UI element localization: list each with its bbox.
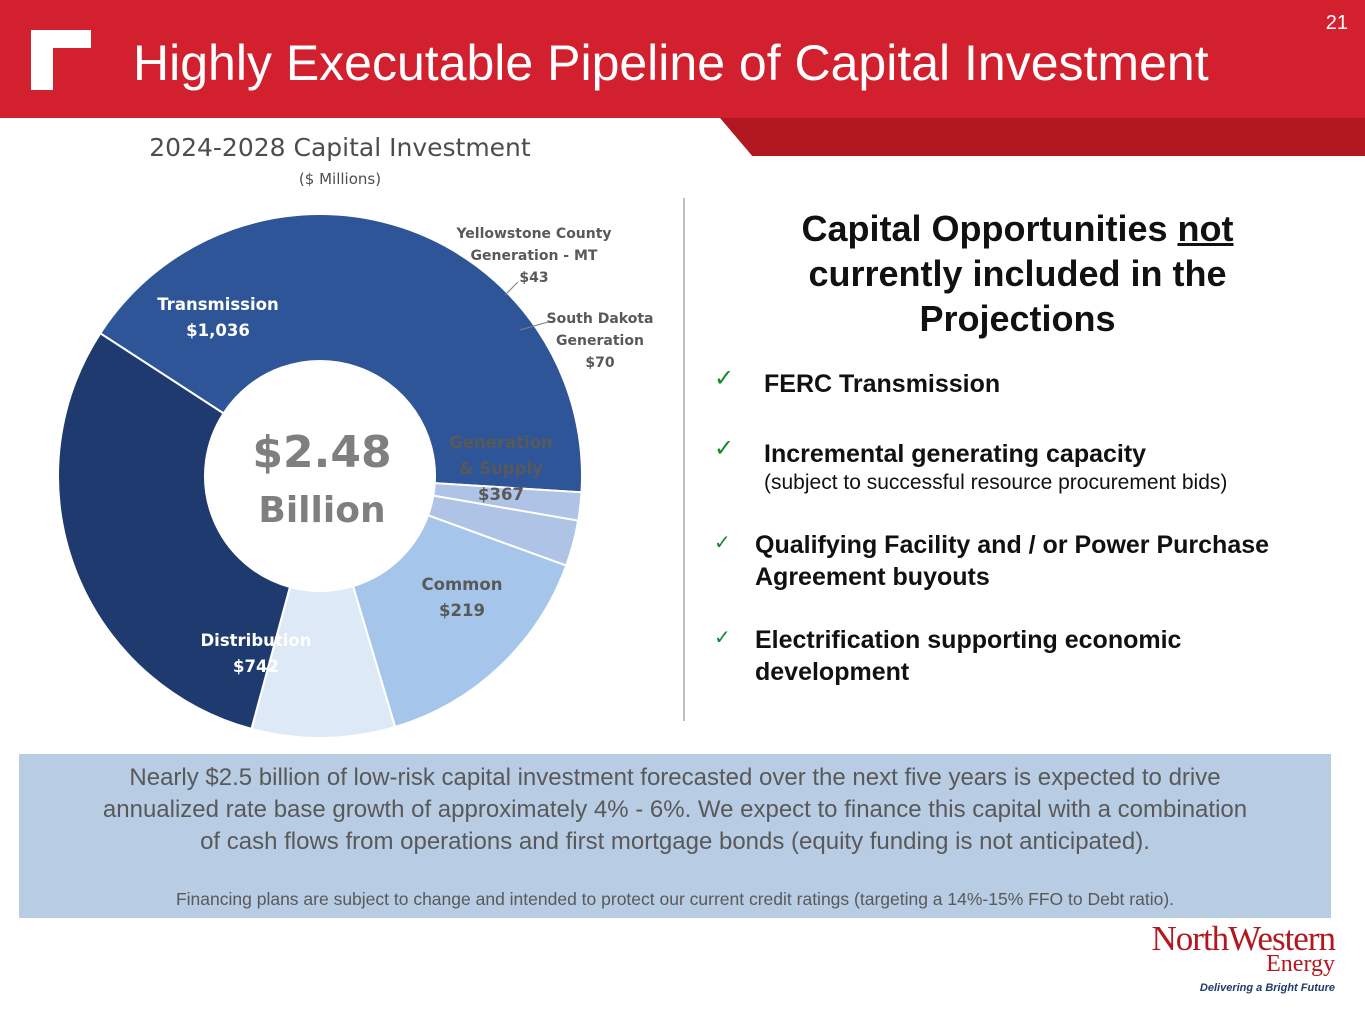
opportunity-item: Qualifying Facility and / or Power Purch… bbox=[755, 531, 1270, 591]
page-number: 21 bbox=[1325, 12, 1348, 34]
summary-text: Nearly $2.5 billion of low-risk capital … bbox=[102, 764, 1248, 855]
leader-line bbox=[519, 321, 549, 331]
checkmark-icon: ✓ bbox=[714, 530, 731, 554]
data-label: South Dakota Generation $70 bbox=[547, 311, 654, 371]
brand-logo: NorthWestern Energy Delivering a Bright … bbox=[1151, 919, 1336, 995]
chart-title: 2024-2028 Capital Investment bbox=[149, 133, 531, 162]
opportunity-item: Electrification supporting economic deve… bbox=[755, 626, 1182, 686]
corner-logo-icon bbox=[31, 30, 91, 90]
checkmark-icon: ✓ bbox=[714, 434, 735, 462]
data-label: Yellowstone County Generation - MT $43 bbox=[455, 226, 611, 286]
opportunity-item: Incremental generating capacity bbox=[764, 440, 1147, 468]
slice-generation-supply bbox=[351, 514, 568, 729]
opportunity-note: (subject to successful resource procurem… bbox=[764, 471, 1228, 494]
data-label: Generation & Supply $367 bbox=[449, 433, 553, 504]
opportunities-title: Capital Opportunities not currently incl… bbox=[801, 208, 1234, 339]
slide-title: Highly Executable Pipeline of Capital In… bbox=[133, 35, 1209, 91]
brand-sub: Energy bbox=[1266, 951, 1335, 977]
center-total-label: $2.48 bbox=[252, 427, 391, 478]
data-label: Transmission $1,036 bbox=[157, 295, 279, 340]
opportunity-item: FERC Transmission bbox=[764, 370, 1001, 398]
summary-box bbox=[19, 754, 1331, 918]
slice-distribution bbox=[57, 331, 292, 731]
checkmark-icon: ✓ bbox=[714, 625, 731, 649]
financing-note: Financing plans are subject to change an… bbox=[175, 889, 1175, 909]
data-label: Common $219 bbox=[422, 575, 503, 620]
brand-name: NorthWestern bbox=[1151, 919, 1336, 958]
header-bar bbox=[0, 0, 1365, 118]
checkmark-icon: ✓ bbox=[714, 364, 735, 392]
leader-line bbox=[504, 281, 519, 296]
vertical-divider bbox=[683, 198, 685, 721]
center-unit-label: Billion bbox=[258, 490, 385, 531]
donut-chart: Transmission $1,036 Yellowstone County Gene… bbox=[57, 213, 654, 739]
header-accent-band bbox=[720, 118, 1365, 156]
brand-tagline: Delivering a Bright Future bbox=[1199, 982, 1335, 994]
slice-transmission bbox=[98, 213, 583, 494]
chart-subtitle: ($ Millions) bbox=[298, 170, 382, 188]
data-label: Distribution $742 bbox=[200, 631, 311, 676]
